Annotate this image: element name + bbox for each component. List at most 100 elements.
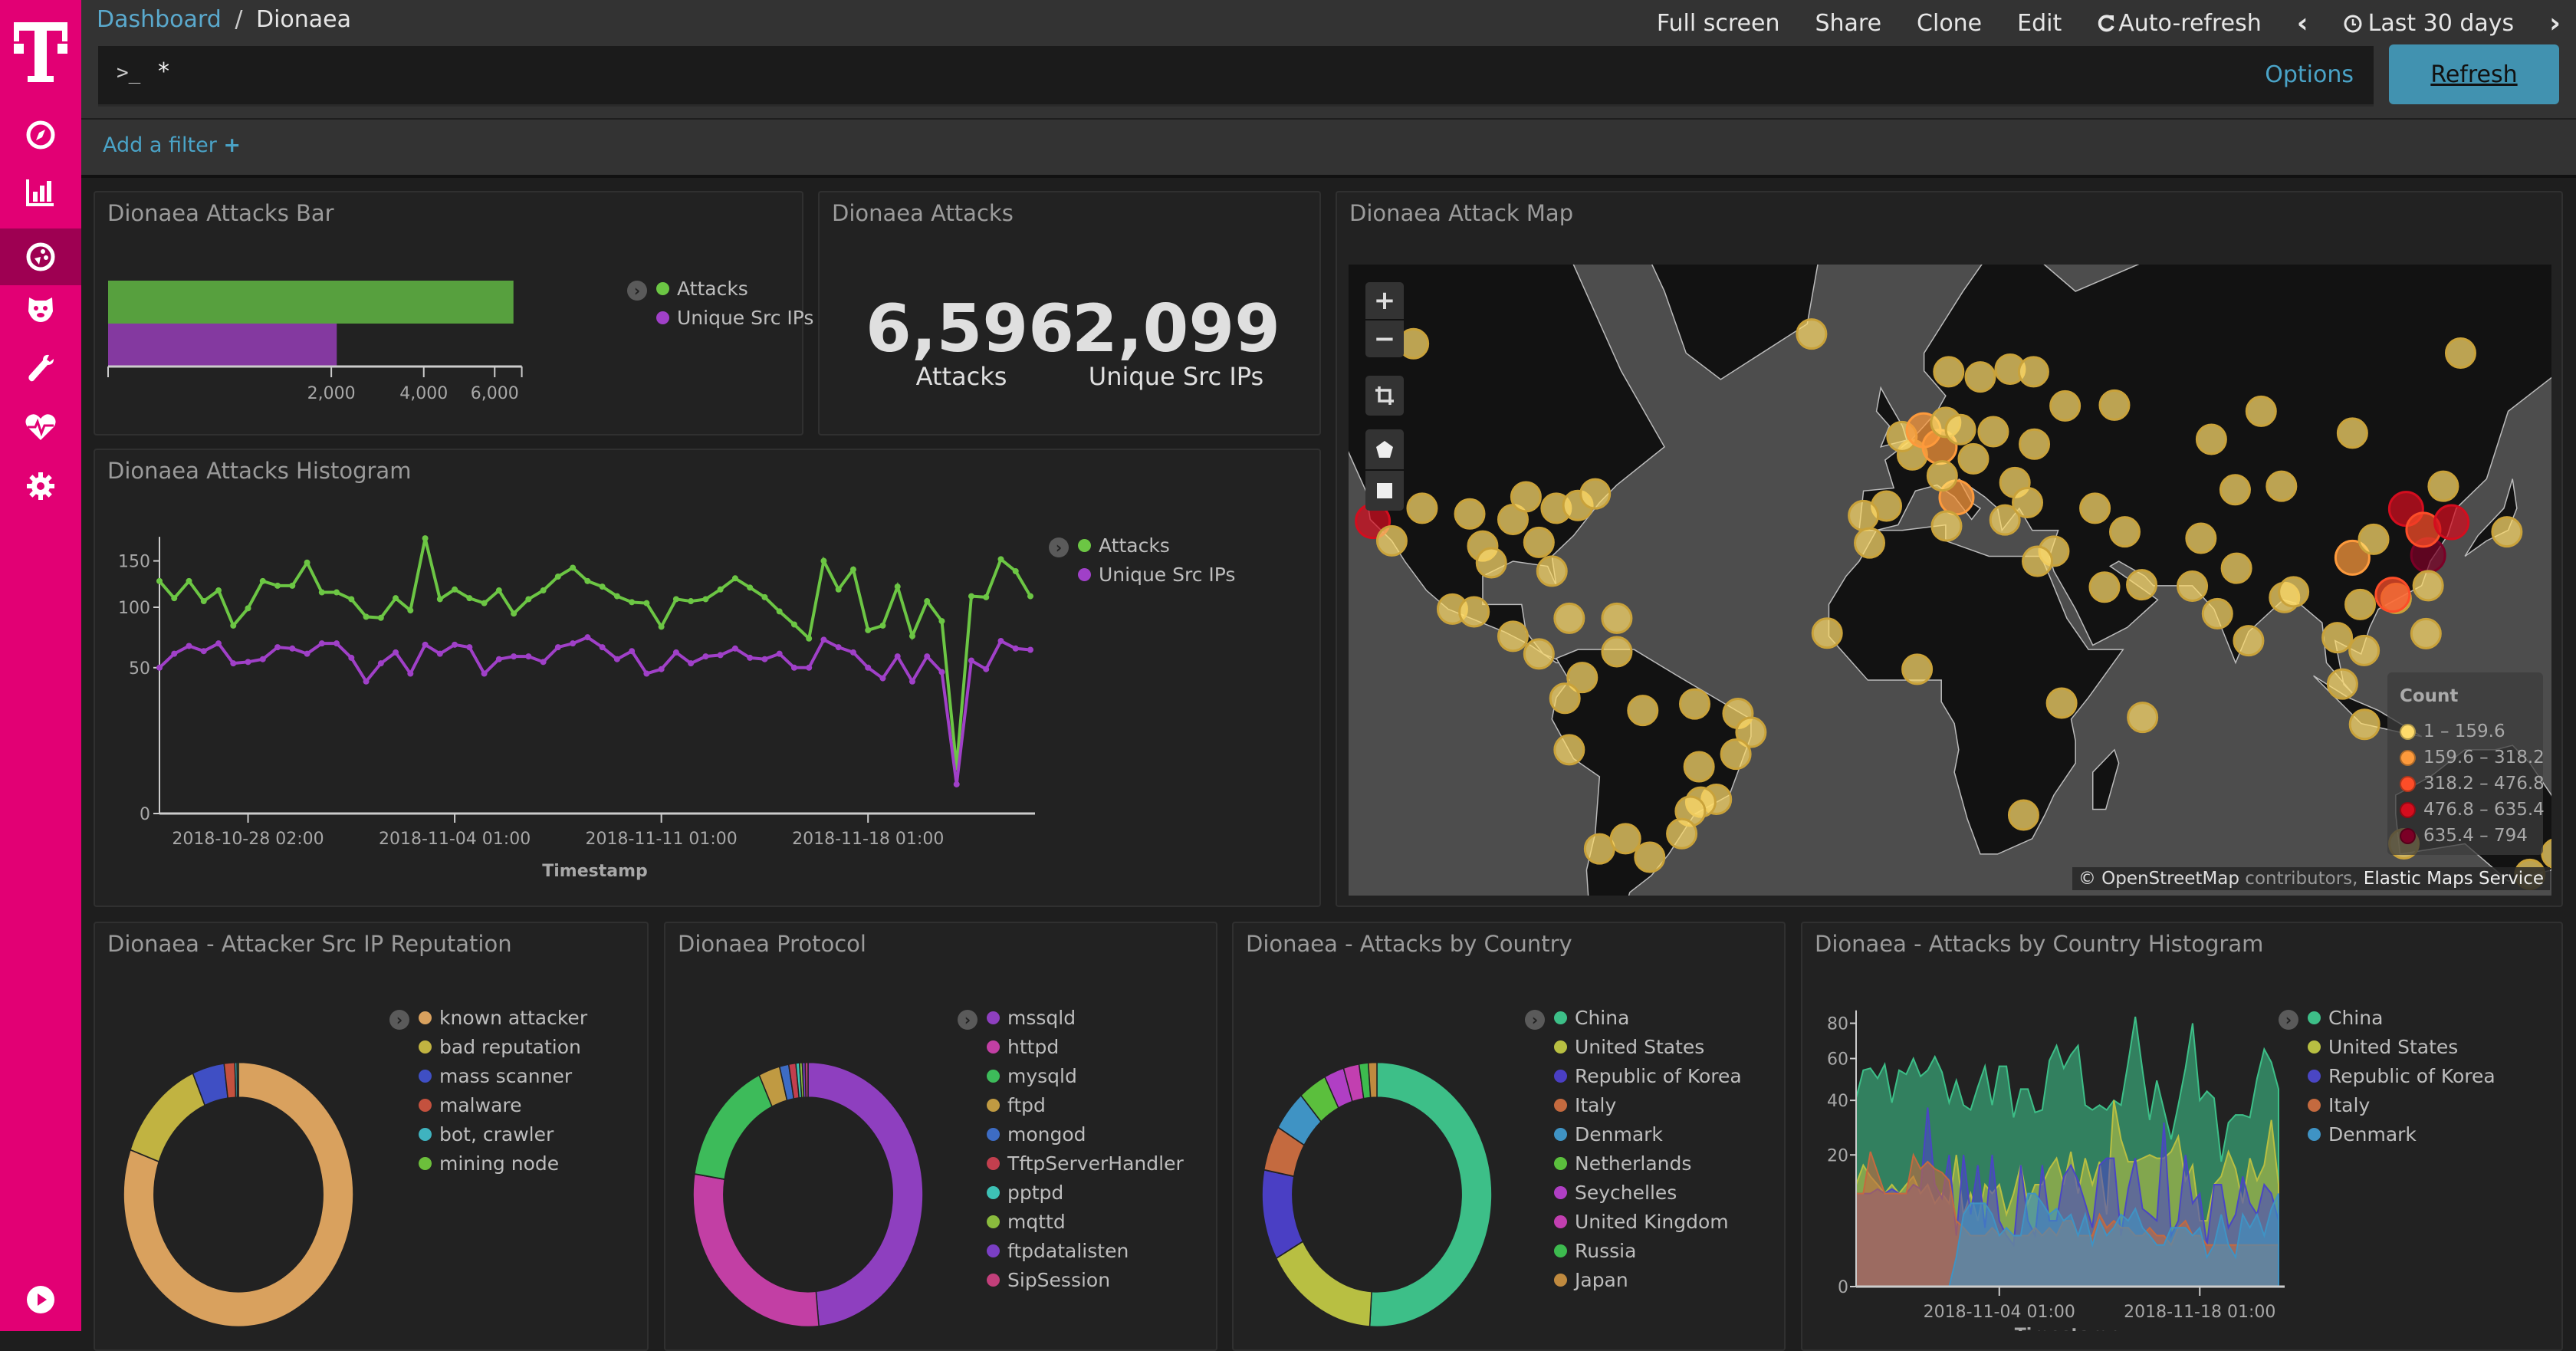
data-point[interactable]: [511, 610, 518, 617]
bar-legend-item[interactable]: Attacks: [656, 278, 748, 300]
data-point[interactable]: [865, 664, 872, 671]
data-point[interactable]: [672, 649, 679, 656]
data-point[interactable]: [466, 595, 473, 602]
legend-toggle-chevron-icon[interactable]: ›: [389, 1010, 409, 1030]
data-point[interactable]: [436, 650, 443, 657]
donut-slice[interactable]: [804, 1061, 809, 1099]
country-legend-item[interactable]: United Kingdom: [1554, 1211, 1729, 1233]
attack-marker[interactable]: [2017, 356, 2049, 388]
data-point[interactable]: [894, 653, 901, 660]
data-point[interactable]: [938, 669, 945, 676]
attack-marker[interactable]: [1901, 653, 1934, 685]
data-point[interactable]: [865, 626, 872, 633]
donut-slice[interactable]: [692, 1173, 820, 1328]
data-point[interactable]: [658, 623, 665, 630]
attack-marker[interactable]: [2344, 588, 2377, 620]
attack-marker[interactable]: [1458, 596, 1490, 628]
attack-marker[interactable]: [1848, 499, 1880, 531]
attack-marker[interactable]: [2219, 474, 2251, 506]
attack-marker[interactable]: [1601, 636, 1633, 668]
edit-button[interactable]: Edit: [2017, 10, 2062, 37]
data-point[interactable]: [761, 656, 768, 662]
data-point[interactable]: [776, 608, 783, 615]
data-point[interactable]: [304, 650, 310, 657]
data-point[interactable]: [629, 648, 636, 655]
donut-slice[interactable]: [694, 1073, 774, 1181]
data-point[interactable]: [363, 613, 370, 620]
data-point[interactable]: [407, 670, 414, 677]
donut-slice[interactable]: [123, 1061, 354, 1328]
attack-map[interactable]: [1349, 265, 2551, 896]
attack-marker[interactable]: [1957, 442, 1990, 475]
data-point[interactable]: [835, 644, 842, 651]
bar-1[interactable]: [108, 324, 337, 367]
attack-marker[interactable]: [1964, 361, 1996, 393]
data-point[interactable]: [452, 586, 458, 593]
data-point[interactable]: [422, 535, 429, 542]
protocol-legend-item[interactable]: mongod: [987, 1123, 1086, 1146]
attack-marker[interactable]: [2410, 617, 2442, 649]
attack-marker[interactable]: [2374, 577, 2411, 613]
data-point[interactable]: [570, 564, 577, 571]
data-point[interactable]: [481, 670, 488, 677]
country-legend-item[interactable]: Japan: [1554, 1269, 1628, 1291]
attack-marker[interactable]: [2348, 708, 2380, 741]
data-point[interactable]: [983, 666, 990, 672]
protocol-legend-item[interactable]: TftpServerHandler: [987, 1152, 1184, 1175]
data-point[interactable]: [452, 641, 458, 648]
telekom-logo-icon[interactable]: [0, 19, 81, 84]
protocol-legend-item[interactable]: ftpdatalisten: [987, 1240, 1129, 1262]
data-point[interactable]: [924, 653, 931, 660]
attack-marker[interactable]: [1811, 617, 1843, 649]
attack-marker[interactable]: [2049, 390, 2082, 422]
attack-marker[interactable]: [2336, 417, 2368, 449]
attack-marker[interactable]: [1549, 682, 1581, 715]
attack-marker[interactable]: [1406, 492, 1438, 524]
data-point[interactable]: [318, 640, 325, 647]
draw-polygon-button[interactable]: [1365, 429, 1404, 469]
data-point[interactable]: [747, 584, 754, 591]
data-point[interactable]: [274, 582, 281, 589]
attack-marker[interactable]: [2334, 539, 2371, 576]
attack-marker[interactable]: [2098, 389, 2131, 421]
protocol-legend-item[interactable]: pptpd: [987, 1182, 1063, 1204]
attack-marker[interactable]: [2019, 428, 2051, 460]
attack-marker[interactable]: [2321, 622, 2354, 654]
attack-marker[interactable]: [1583, 833, 1615, 865]
data-point[interactable]: [879, 622, 886, 629]
data-point[interactable]: [289, 645, 296, 652]
attack-marker[interactable]: [1683, 751, 1715, 783]
legend-toggle-chevron-icon[interactable]: ›: [627, 281, 647, 301]
attack-marker[interactable]: [2045, 687, 2078, 719]
zoom-in-button[interactable]: +: [1365, 282, 1404, 319]
data-point[interactable]: [938, 618, 945, 625]
attack-marker[interactable]: [1454, 498, 1486, 530]
data-point[interactable]: [909, 633, 915, 639]
data-point[interactable]: [613, 656, 620, 662]
donut-slice[interactable]: [1368, 1061, 1493, 1328]
country-legend-item[interactable]: Seychelles: [1554, 1182, 1677, 1204]
data-point[interactable]: [688, 660, 695, 667]
attack-marker[interactable]: [2201, 597, 2233, 629]
attack-marker[interactable]: [2245, 395, 2277, 427]
donut-slice[interactable]: [807, 1061, 924, 1327]
country-histogram-legend-item[interactable]: Republic of Korea: [2308, 1065, 2496, 1087]
country-histogram-legend-item[interactable]: Denmark: [2308, 1123, 2417, 1146]
attack-marker[interactable]: [2412, 570, 2444, 602]
attack-marker[interactable]: [2541, 838, 2551, 869]
data-point[interactable]: [924, 598, 931, 605]
data-point[interactable]: [245, 605, 251, 612]
bar-legend-item[interactable]: Unique Src IPs: [656, 307, 813, 329]
reputation-legend-item[interactable]: bad reputation: [419, 1036, 581, 1058]
attack-marker[interactable]: [2127, 702, 2159, 734]
data-point[interactable]: [348, 596, 355, 603]
data-point[interactable]: [554, 573, 561, 580]
attack-marker[interactable]: [1523, 638, 1555, 670]
data-point[interactable]: [997, 556, 1004, 563]
data-point[interactable]: [599, 644, 606, 651]
country-legend-item[interactable]: Netherlands: [1554, 1152, 1691, 1175]
query-options-link[interactable]: Options: [2265, 61, 2354, 88]
reputation-legend-item[interactable]: mass scanner: [419, 1065, 572, 1087]
data-point[interactable]: [540, 659, 547, 666]
data-point[interactable]: [230, 660, 237, 667]
